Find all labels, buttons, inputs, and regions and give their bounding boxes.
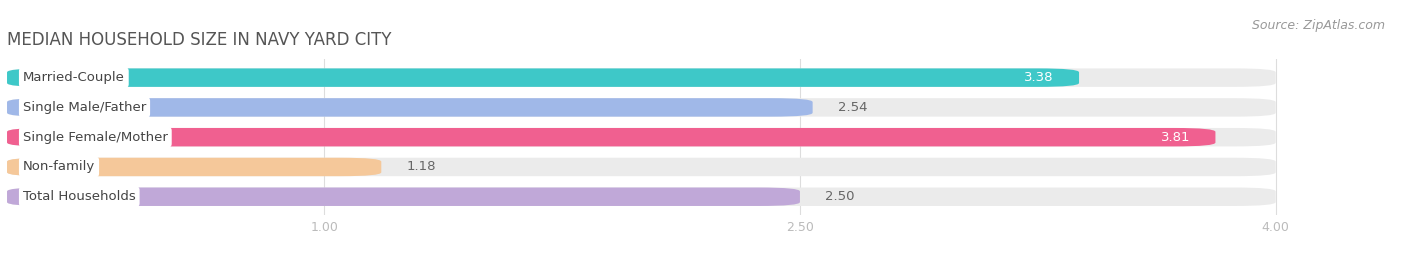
Text: 1.18: 1.18: [406, 161, 436, 174]
Text: MEDIAN HOUSEHOLD SIZE IN NAVY YARD CITY: MEDIAN HOUSEHOLD SIZE IN NAVY YARD CITY: [7, 31, 391, 49]
FancyBboxPatch shape: [7, 158, 381, 176]
FancyBboxPatch shape: [7, 98, 1275, 117]
FancyBboxPatch shape: [7, 187, 800, 206]
FancyBboxPatch shape: [7, 128, 1275, 146]
Text: 2.50: 2.50: [825, 190, 855, 203]
Text: Total Households: Total Households: [22, 190, 135, 203]
FancyBboxPatch shape: [7, 128, 1215, 146]
FancyBboxPatch shape: [7, 68, 1078, 87]
FancyBboxPatch shape: [7, 68, 1275, 87]
Text: Single Female/Mother: Single Female/Mother: [22, 131, 167, 144]
FancyBboxPatch shape: [7, 98, 813, 117]
Text: Single Male/Father: Single Male/Father: [22, 101, 146, 114]
FancyBboxPatch shape: [7, 187, 1275, 206]
Text: 3.38: 3.38: [1024, 71, 1053, 84]
Text: 3.81: 3.81: [1160, 131, 1189, 144]
Text: Married-Couple: Married-Couple: [22, 71, 125, 84]
Text: Non-family: Non-family: [22, 161, 96, 174]
FancyBboxPatch shape: [7, 158, 1275, 176]
Text: Source: ZipAtlas.com: Source: ZipAtlas.com: [1251, 19, 1385, 32]
Text: 2.54: 2.54: [838, 101, 868, 114]
